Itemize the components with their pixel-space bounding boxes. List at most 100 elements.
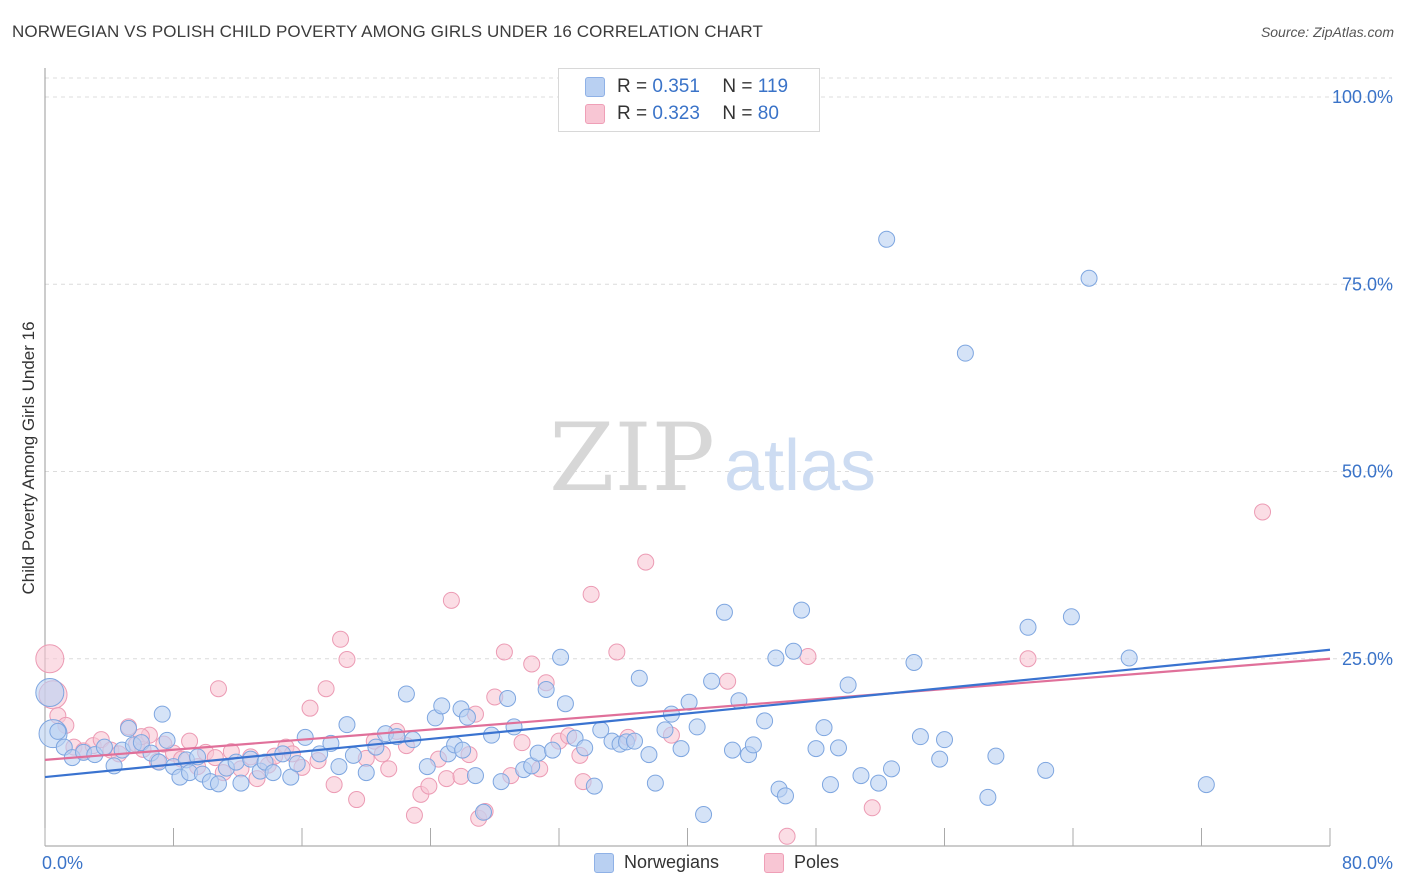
poles-point — [513, 734, 531, 752]
legend-r-value: 0.323 — [652, 103, 700, 124]
norwegians-point — [288, 755, 306, 773]
poles-point — [380, 760, 398, 778]
norwegians-point — [49, 722, 67, 740]
norwegians-point — [1062, 608, 1080, 626]
norwegians-point — [1037, 761, 1055, 779]
norwegians-point — [418, 758, 436, 776]
norwegians-point — [723, 741, 741, 759]
poles-point — [1254, 503, 1272, 521]
poles-point — [863, 799, 881, 817]
norwegians-point — [672, 740, 690, 758]
norwegians-point — [466, 767, 484, 785]
norwegians-point — [132, 734, 150, 752]
pink-swatch — [764, 852, 784, 873]
poles-point — [523, 655, 541, 673]
legend-n-value: 80 — [757, 103, 779, 124]
norwegians-point — [296, 728, 314, 746]
poles-point — [332, 630, 350, 648]
poles-point — [405, 806, 423, 824]
poles-point — [778, 827, 796, 845]
poles-point — [452, 767, 470, 785]
trend-lines — [44, 648, 1331, 779]
norwegians-point — [703, 672, 721, 690]
watermark: ZIP atlas — [549, 404, 876, 513]
norwegians-point — [640, 746, 658, 764]
x-tick-label-max: 80.0% — [1342, 853, 1393, 873]
norwegians-points — [35, 230, 1215, 824]
legend-r-label: R = — [617, 103, 648, 124]
legend-r-label: R = — [617, 76, 648, 97]
norwegians-trend-line — [44, 648, 1331, 779]
poles-point — [181, 732, 199, 750]
poles-point — [325, 776, 343, 794]
norwegians-point — [688, 718, 706, 736]
norwegians-point — [576, 739, 594, 757]
watermark-atlas: atlas — [724, 426, 876, 506]
norwegians-point — [870, 774, 888, 792]
norwegians-point — [150, 753, 168, 771]
watermark-zip: ZIP — [549, 404, 715, 513]
norwegians-point — [793, 601, 811, 619]
norwegians-point — [646, 774, 664, 792]
poles-point — [209, 680, 227, 698]
norwegians-point — [397, 685, 415, 703]
poles-point — [799, 648, 817, 666]
chart-title: NORWEGIAN VS POLISH CHILD POVERTY AMONG … — [12, 22, 763, 41]
norwegians-point — [785, 642, 803, 660]
norwegians-point — [878, 230, 896, 248]
norwegians-point — [544, 741, 562, 759]
x-tick-labels: 0.0% 80.0% — [42, 853, 1393, 873]
norwegians-point — [344, 746, 362, 764]
y-tick-label: 25.0% — [1342, 649, 1393, 669]
norwegians-point — [330, 758, 348, 776]
poles-point — [317, 680, 335, 698]
norwegians-point — [556, 695, 574, 713]
norwegians-point — [1019, 618, 1037, 636]
norwegians-point — [911, 728, 929, 746]
norwegians-point — [1120, 649, 1138, 667]
norwegians-point — [120, 719, 138, 737]
axes — [44, 68, 1331, 847]
norwegians-point — [625, 732, 643, 750]
norwegians-point — [695, 806, 713, 824]
norwegians-point — [158, 731, 176, 749]
norwegians-point — [483, 726, 501, 744]
norwegians-point — [537, 680, 555, 698]
norwegians-point — [552, 648, 570, 666]
legend-row-poles: R = 0.323 N = 80 — [585, 102, 779, 126]
norwegians-point — [153, 705, 171, 723]
y-axis-title: Child Poverty Among Girls Under 16 — [19, 321, 38, 594]
poles-point — [35, 644, 65, 674]
norwegians-point — [656, 721, 674, 739]
source-label: Source: ZipAtlas.com — [1260, 24, 1394, 40]
legend-n-value: 119 — [757, 76, 789, 97]
poles-point — [442, 591, 460, 609]
norwegians-point — [630, 669, 648, 687]
norwegians-point — [499, 689, 517, 707]
poles-point — [608, 643, 626, 661]
norwegians-point — [821, 776, 839, 794]
norwegians-point — [529, 744, 547, 762]
norwegians-point — [956, 344, 974, 362]
norwegians-point — [905, 653, 923, 671]
x-tick-label-min: 0.0% — [42, 853, 83, 873]
y-tick-label: 100.0% — [1332, 87, 1393, 107]
norwegians-point — [1080, 269, 1098, 287]
norwegians-point — [492, 773, 510, 791]
grid-lines — [45, 77, 1392, 660]
poles-point — [420, 777, 438, 795]
poles-point — [338, 650, 356, 668]
norwegians-point — [882, 760, 900, 778]
norwegians-point — [505, 718, 523, 736]
legend-label-norwegians: Norwegians — [624, 852, 720, 872]
poles-point — [348, 791, 366, 809]
y-tick-labels: 25.0% 50.0% 75.0% 100.0% — [1332, 87, 1393, 669]
y-tick-label: 50.0% — [1342, 462, 1393, 482]
y-tick-label: 75.0% — [1342, 274, 1393, 294]
norwegians-point — [829, 739, 847, 757]
norwegians-point — [931, 750, 949, 768]
poles-point — [582, 585, 600, 603]
pink-swatch — [585, 104, 605, 124]
norwegians-point — [475, 803, 493, 821]
correlation-legend: R = 0.351 N = 119 R = 0.323 N = 80 — [558, 68, 820, 132]
